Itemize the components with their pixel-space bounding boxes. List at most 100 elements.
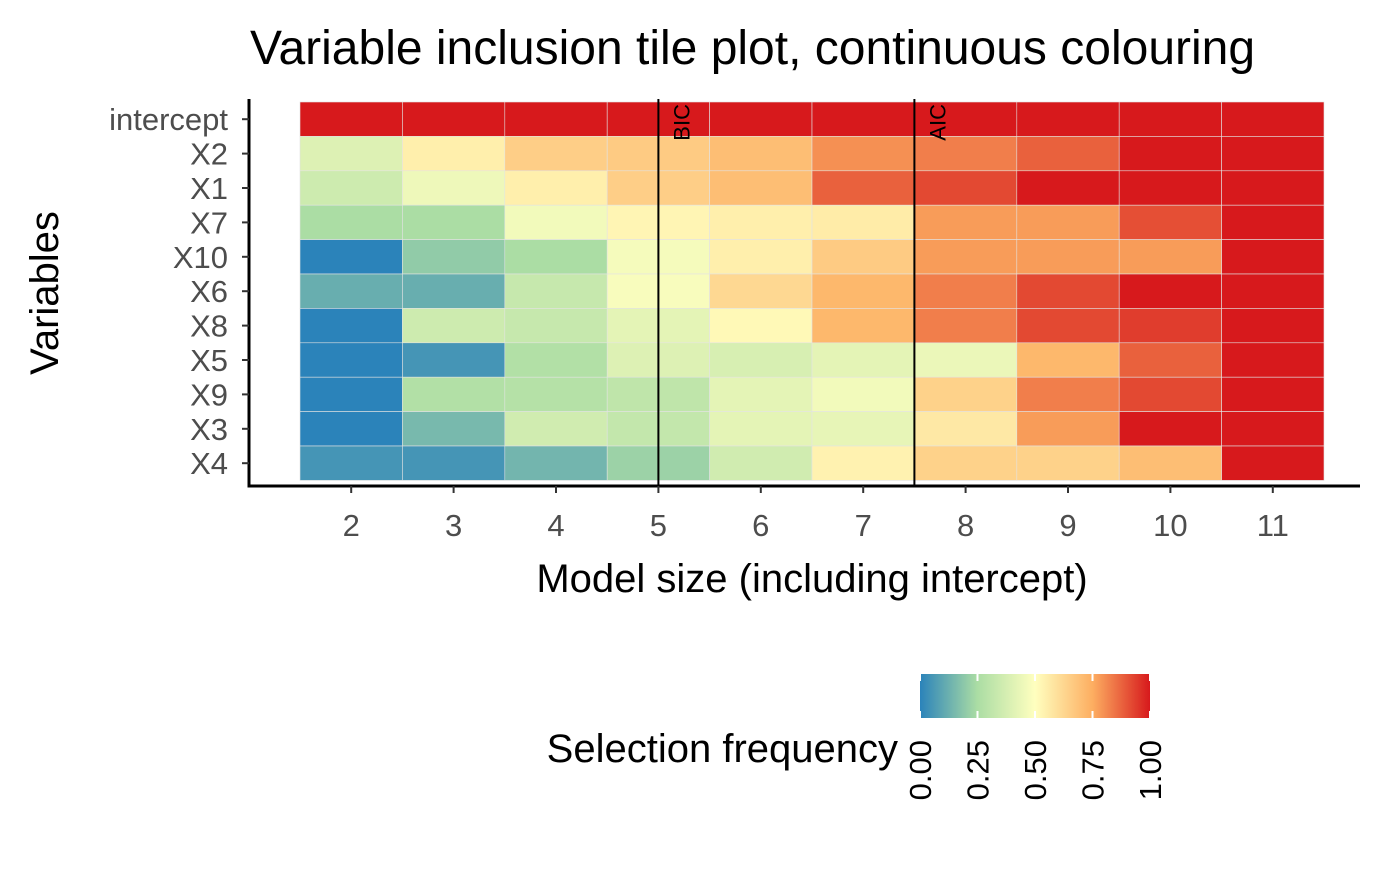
y-tick-label-x9: X9 xyxy=(190,377,228,412)
tile-x9-6 xyxy=(709,376,813,412)
tile-x1-4 xyxy=(504,170,608,206)
tile-x3-10 xyxy=(1118,411,1222,447)
tile-x1-10 xyxy=(1118,170,1222,206)
tile-x9-9 xyxy=(1016,376,1120,412)
tile-x5-10 xyxy=(1118,342,1222,378)
tile-x10-2 xyxy=(299,239,403,275)
legend: Selection frequency 0.00 0.25 0.50 0.75 1.00 xyxy=(547,674,1168,800)
tile-intercept-2 xyxy=(299,101,403,137)
tile-x8-8 xyxy=(914,308,1018,344)
tile-x4-4 xyxy=(504,445,608,481)
tile-x1-8 xyxy=(914,170,1018,206)
tile-x4-8 xyxy=(914,445,1018,481)
tile-x5-2 xyxy=(299,342,403,378)
y-tick-label-x10: X10 xyxy=(173,240,228,275)
tile-x6-11 xyxy=(1221,273,1325,309)
tile-x2-9 xyxy=(1016,136,1120,172)
tile-x6-6 xyxy=(709,273,813,309)
tile-x9-8 xyxy=(914,376,1018,412)
y-tick-label-x2: X2 xyxy=(190,137,228,172)
tile-x4-3 xyxy=(402,445,506,481)
tile-x5-6 xyxy=(709,342,813,378)
tile-x5-7 xyxy=(811,342,915,378)
legend-tick-label-0-00: 0.00 xyxy=(903,740,938,800)
legend-tick-label-1-00: 1.00 xyxy=(1133,740,1168,800)
y-tick-label-x7: X7 xyxy=(190,205,228,240)
tile-x3-4 xyxy=(504,411,608,447)
tile-intercept-6 xyxy=(709,101,813,137)
tile-intercept-3 xyxy=(402,101,506,137)
y-tick-label-x5: X5 xyxy=(190,343,228,378)
tile-intercept-9 xyxy=(1016,101,1120,137)
tile-x1-9 xyxy=(1016,170,1120,206)
tile-x9-7 xyxy=(811,376,915,412)
tile-x3-11 xyxy=(1221,411,1325,447)
tile-x2-6 xyxy=(709,136,813,172)
x-tick-label-5: 5 xyxy=(650,508,667,543)
tile-x8-6 xyxy=(709,308,813,344)
tile-x3-2 xyxy=(299,411,403,447)
y-tick-label-x4: X4 xyxy=(190,446,228,481)
tile-intercept-11 xyxy=(1221,101,1325,137)
tile-x7-9 xyxy=(1016,204,1120,240)
legend-tick-label-0-25: 0.25 xyxy=(961,740,996,800)
tile-x7-8 xyxy=(914,204,1018,240)
tile-x3-3 xyxy=(402,411,506,447)
tile-x4-10 xyxy=(1118,445,1222,481)
tile-x8-2 xyxy=(299,308,403,344)
tile-x3-6 xyxy=(709,411,813,447)
y-tick-label-x1: X1 xyxy=(190,171,228,206)
tile-x2-2 xyxy=(299,136,403,172)
tile-x10-4 xyxy=(504,239,608,275)
tile-x4-9 xyxy=(1016,445,1120,481)
vline-label-bic: BIC xyxy=(669,104,694,141)
tile-x9-3 xyxy=(402,376,506,412)
tile-x10-6 xyxy=(709,239,813,275)
x-tick-label-10: 10 xyxy=(1153,508,1187,543)
tile-intercept-4 xyxy=(504,101,608,137)
tile-x4-11 xyxy=(1221,445,1325,481)
x-tick-label-2: 2 xyxy=(343,508,360,543)
legend-tick-label-0-75: 0.75 xyxy=(1076,740,1111,800)
tile-x4-2 xyxy=(299,445,403,481)
legend-ticks: 0.00 0.25 0.50 0.75 1.00 xyxy=(903,674,1168,800)
tiles-layer xyxy=(299,101,1325,481)
legend-colorbar xyxy=(920,674,1150,718)
tile-x6-3 xyxy=(402,273,506,309)
tile-x7-4 xyxy=(504,204,608,240)
tile-x10-9 xyxy=(1016,239,1120,275)
tile-x2-4 xyxy=(504,136,608,172)
y-tick-label-x6: X6 xyxy=(190,274,228,309)
tile-intercept-10 xyxy=(1118,101,1222,137)
tile-x2-11 xyxy=(1221,136,1325,172)
tile-x1-11 xyxy=(1221,170,1325,206)
x-tick-label-4: 4 xyxy=(547,508,564,543)
legend-title: Selection frequency xyxy=(547,727,898,771)
x-tick-label-7: 7 xyxy=(855,508,872,543)
tile-x2-8 xyxy=(914,136,1018,172)
tile-x8-7 xyxy=(811,308,915,344)
tile-x6-10 xyxy=(1118,273,1222,309)
y-tick-label-x8: X8 xyxy=(190,309,228,344)
tile-x9-10 xyxy=(1118,376,1222,412)
tile-x5-8 xyxy=(914,342,1018,378)
tile-x8-3 xyxy=(402,308,506,344)
tile-x2-7 xyxy=(811,136,915,172)
tile-x5-9 xyxy=(1016,342,1120,378)
tile-x6-8 xyxy=(914,273,1018,309)
tile-x7-6 xyxy=(709,204,813,240)
tile-x10-8 xyxy=(914,239,1018,275)
chart-title: Variable inclusion tile plot, continuous… xyxy=(250,22,1255,75)
tile-x9-11 xyxy=(1221,376,1325,412)
y-axis-title: Variables xyxy=(23,211,67,375)
tile-x8-11 xyxy=(1221,308,1325,344)
tile-x5-11 xyxy=(1221,342,1325,378)
tile-x3-9 xyxy=(1016,411,1120,447)
tile-x7-3 xyxy=(402,204,506,240)
tile-x8-9 xyxy=(1016,308,1120,344)
tile-x10-10 xyxy=(1118,239,1222,275)
y-tick-label-intercept: intercept xyxy=(109,102,228,137)
